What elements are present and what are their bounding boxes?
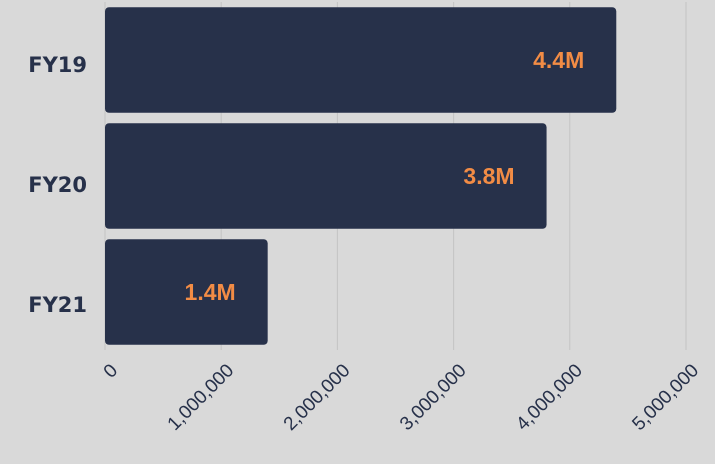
x-tick-label: 1,000,000 <box>164 360 239 435</box>
y-tick-label: FY21 <box>28 293 87 317</box>
y-tick-label: FY19 <box>28 53 87 77</box>
y-tick-label: FY20 <box>28 173 87 197</box>
value-label: 4.4M <box>533 47 584 73</box>
bar <box>105 123 547 229</box>
x-tick-label: 5,000,000 <box>628 360 703 435</box>
value-label: 1.4M <box>185 279 236 305</box>
x-tick-label: 3,000,000 <box>396 360 471 435</box>
bar <box>105 239 268 345</box>
value-label: 3.8M <box>463 163 514 189</box>
x-tick-label: 0 <box>100 360 122 382</box>
x-tick-label: 2,000,000 <box>280 360 355 435</box>
bar <box>105 7 617 113</box>
x-tick-label: 4,000,000 <box>512 360 587 435</box>
